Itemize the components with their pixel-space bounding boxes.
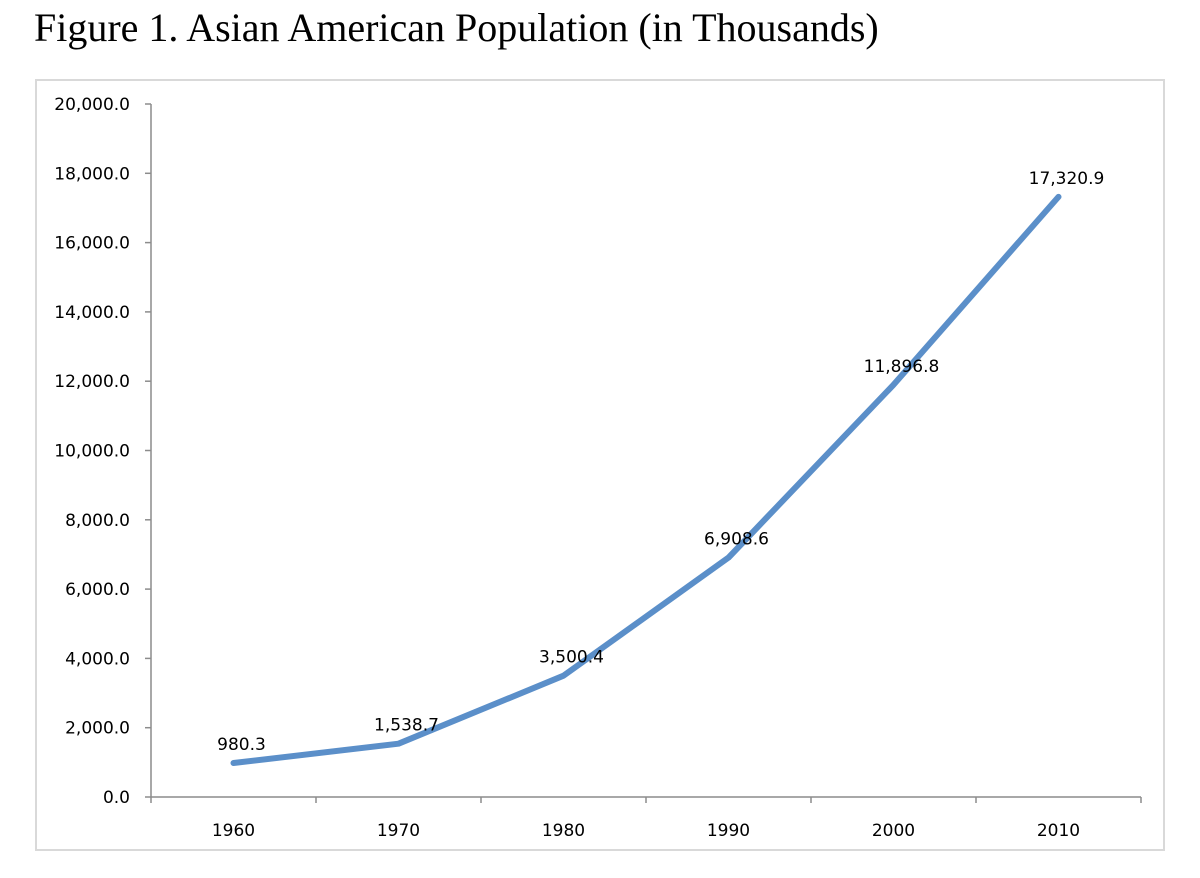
x-tick-label: 1960 bbox=[212, 821, 255, 841]
y-tick-label: 10,000.0 bbox=[54, 442, 130, 462]
x-tick-label: 1990 bbox=[707, 821, 750, 841]
x-tick-label: 2000 bbox=[872, 821, 915, 841]
chart-frame bbox=[35, 79, 1165, 851]
y-tick-label: 16,000.0 bbox=[54, 234, 130, 254]
data-label: 3,500.4 bbox=[539, 648, 604, 668]
y-tick-label: 8,000.0 bbox=[65, 511, 130, 531]
data-label: 980.3 bbox=[217, 735, 266, 755]
series-line bbox=[230, 193, 1062, 767]
figure-title: Figure 1. Asian American Population (in … bbox=[34, 5, 879, 50]
x-tick-label: 1970 bbox=[377, 821, 420, 841]
y-tick-label: 20,000.0 bbox=[54, 95, 130, 115]
y-tick-label: 4,000.0 bbox=[65, 649, 130, 669]
x-tick-label: 2010 bbox=[1037, 821, 1080, 841]
y-tick-label: 2,000.0 bbox=[65, 719, 130, 739]
y-tick-label: 0.0 bbox=[103, 788, 130, 808]
data-label: 11,896.8 bbox=[864, 357, 940, 377]
y-tick-label: 12,000.0 bbox=[54, 372, 130, 392]
data-label: 17,320.9 bbox=[1029, 169, 1105, 189]
y-tick-label: 18,000.0 bbox=[54, 164, 130, 184]
x-tick-label: 1980 bbox=[542, 821, 585, 841]
data-label: 6,908.6 bbox=[704, 530, 769, 550]
y-tick-label: 6,000.0 bbox=[65, 580, 130, 600]
y-tick-label: 14,000.0 bbox=[54, 303, 130, 323]
data-label: 1,538.7 bbox=[374, 716, 439, 736]
